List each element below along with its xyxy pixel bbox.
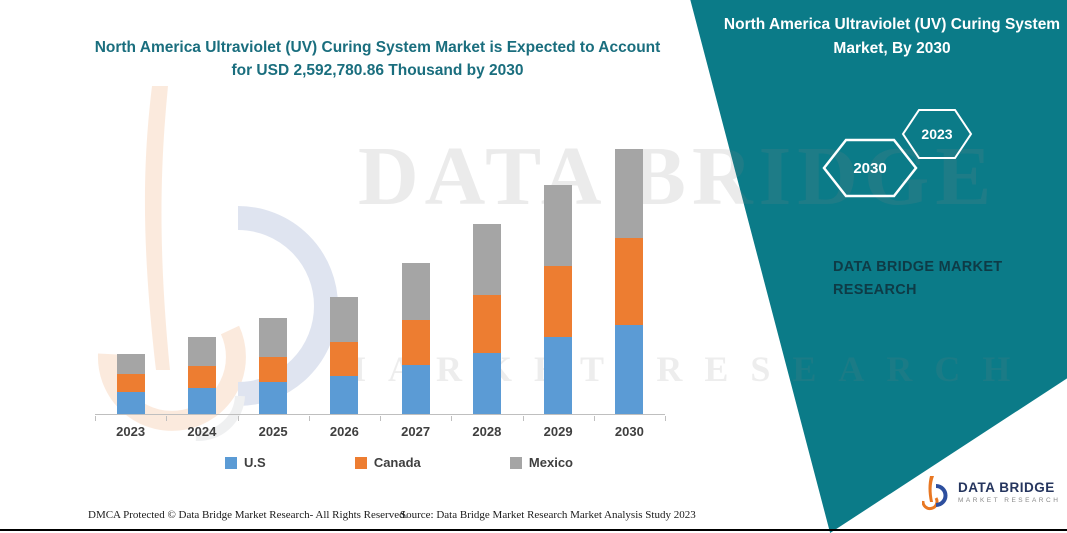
bar-slot-2025 [238,150,309,414]
bottom-divider [0,529,1067,531]
bar-segment-canada [116,374,145,393]
bar-segment-canada [259,356,288,383]
stacked-bar-2024 [187,336,216,414]
axis-tick [237,416,239,421]
watermark-data-bridge: DATA BRIDGE [358,130,998,223]
bar-segment-u.s [544,336,573,414]
axis-tick [308,416,310,421]
x-axis-label-2025: 2025 [258,424,288,439]
data-bridge-logo: DATA BRIDGE MARKET RESEARCH [922,474,1060,512]
watermark-market-research: MARKET RESEARCH [332,349,1033,389]
dmca-notice: DMCA Protected © Data Bridge Market Rese… [88,509,408,521]
bar-segment-canada [330,341,359,377]
legend-item-mexico: Mexico [509,455,573,470]
axis-tick [522,416,524,421]
bar-segment-u.s [401,364,430,414]
bar-segment-u.s [259,382,288,414]
chart-title: North America Ultraviolet (UV) Curing Sy… [94,39,661,80]
axis-tick [166,416,168,421]
hexagon-2030 [822,138,918,198]
bar-slot-2029 [523,150,594,414]
x-axis-label-2028: 2028 [472,424,502,439]
stacked-bar-2028 [472,224,501,414]
legend-swatch-u.s [225,456,237,469]
stacked-bar-2026 [330,297,359,414]
bar-slot-2026 [309,150,380,414]
x-axis-label-2024: 2024 [187,424,217,439]
bar-segment-mexico [401,262,430,320]
x-axis-ticks [95,416,666,421]
data-bridge-logo-icon [922,476,948,511]
x-axis-label-2026: 2026 [329,424,359,439]
bar-slot-2024 [166,150,237,414]
hexagon-2023-label: 2023 [921,126,953,142]
bar-segment-u.s [187,388,216,414]
source-note: Source: Data Bridge Market Research Mark… [400,509,696,521]
bar-segment-canada [187,366,216,389]
bar-segment-canada [615,238,644,325]
bar-segment-u.s [615,325,644,414]
bar-segment-canada [544,265,573,337]
bar-slot-2030 [594,149,665,414]
legend-swatch-canada [354,456,367,469]
legend-swatch-mexico [509,456,522,469]
bar-segment-u.s [330,376,359,414]
bar-slot-2027 [380,150,451,414]
x-axis-labels: 2023 2024 2025 2026 2027 2028 2029 2030 [95,424,665,439]
chart-legend: U.S Canada Mexico [225,455,573,470]
bar-segment-mexico [259,318,288,357]
stacked-bar-2023 [116,353,145,414]
bar-slot-2023 [95,150,166,414]
bar-segment-u.s [116,392,145,414]
x-axis-label-2030: 2030 [614,424,644,439]
brand-text: DATA BRIDGE MARKET RESEARCH [833,259,1003,299]
legend-label-canada: Canada [373,455,421,470]
x-axis-label-2027: 2027 [401,424,431,439]
legend-item-u.s: U.S [225,455,266,470]
stacked-bar-2029 [544,184,573,414]
bar-segment-mexico [187,336,216,367]
stacked-bar-2027 [401,262,430,414]
logo-tagline: MARKET RESEARCH [958,497,1061,504]
axis-tick [593,416,595,421]
axis-tick [451,416,453,421]
x-axis-label-2029: 2029 [543,424,573,439]
bar-segment-mexico [116,353,145,375]
logo-name: DATA BRIDGE [958,480,1055,495]
bar-segment-canada [472,295,501,353]
bar-segment-mexico [472,224,501,296]
stacked-bar-2025 [259,318,288,414]
axis-tick [95,416,96,421]
bar-segment-mexico [330,297,359,342]
hexagon-2023 [901,109,973,159]
bar-segment-canada [401,320,430,365]
stacked-bar-2030 [615,149,644,414]
hexagon-2030-label: 2030 [853,160,887,177]
bar-slot-2028 [451,150,522,414]
bar-segment-mexico [615,149,644,238]
legend-label-mexico: Mexico [528,455,573,470]
legend-label-u.s: U.S [244,455,266,470]
plot-area [95,149,665,415]
axis-tick [665,416,666,421]
legend-item-canada: Canada [354,455,421,470]
bar-segment-mexico [544,184,573,266]
axis-tick [380,416,381,421]
bar-segment-u.s [472,352,501,414]
x-axis-label-2023: 2023 [116,424,146,439]
side-panel-title: North America Ultraviolet (UV) Curing Sy… [723,16,1061,58]
